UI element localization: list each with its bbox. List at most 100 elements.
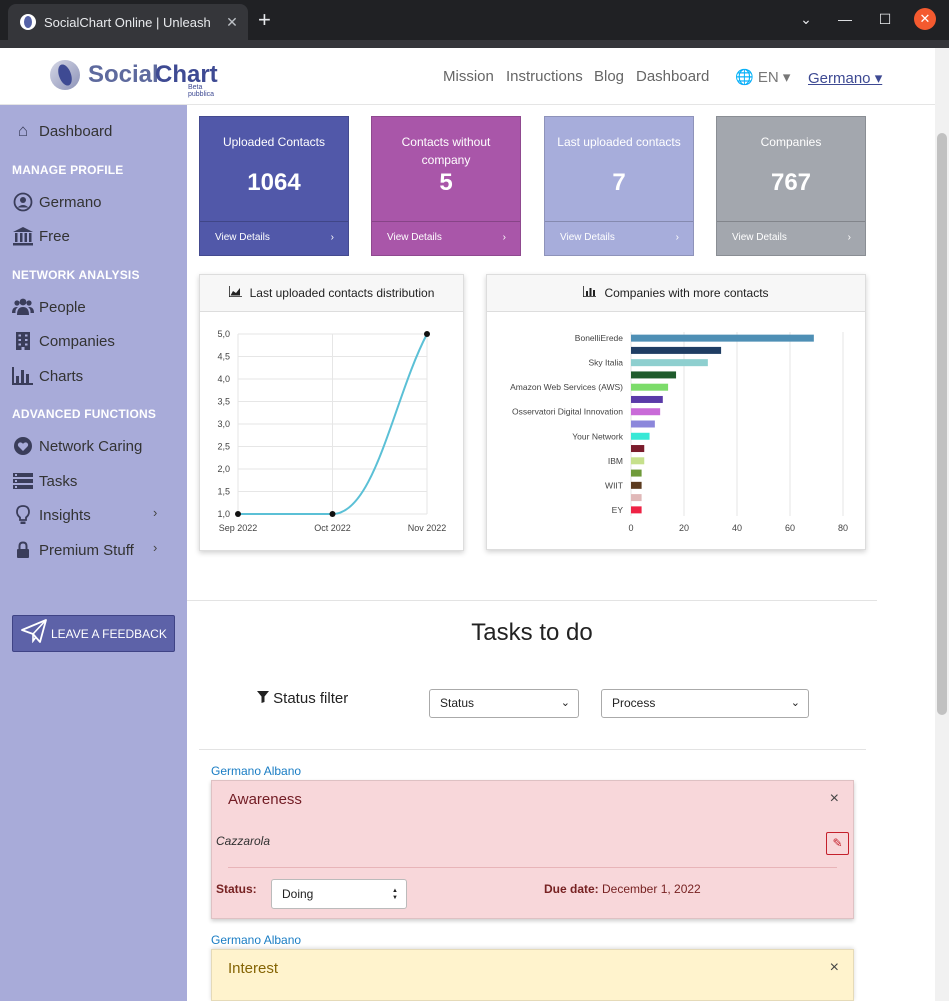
sidebar-item-label: Tasks xyxy=(39,472,78,490)
insights-chevron-icon[interactable]: › xyxy=(153,505,158,520)
card-value: 5 xyxy=(439,169,453,196)
y-tick-label: Your Network xyxy=(572,431,623,441)
sidebar-item-charts[interactable]: Charts xyxy=(12,366,83,386)
sidebar-item-label: Network Caring xyxy=(39,437,143,455)
sidebar-item-label: Premium Stuff xyxy=(39,541,134,559)
users-icon xyxy=(12,297,34,317)
y-tick-label: 5,0 xyxy=(217,329,230,339)
user-menu[interactable]: Germano ▾ xyxy=(808,70,883,87)
sidebar-item-insights[interactable]: Insights xyxy=(12,505,91,525)
line-chart-header: Last uploaded contacts distribution xyxy=(200,275,463,312)
task-card-interest: Interest × xyxy=(211,949,854,1001)
data-point xyxy=(329,511,336,517)
card-contacts-without-company: Contacts without company 5 View Details › xyxy=(371,116,521,256)
bar xyxy=(631,506,642,514)
y-tick-label: 3,0 xyxy=(217,419,230,429)
chevron-down-icon: ⌄ xyxy=(560,697,570,709)
nav-dashboard[interactable]: Dashboard xyxy=(636,68,710,85)
scrollbar-thumb[interactable] xyxy=(937,133,947,715)
card-title: Uploaded Contacts xyxy=(222,135,326,149)
x-tick-label: 20 xyxy=(679,523,689,533)
nav-instructions[interactable]: Instructions xyxy=(506,68,583,85)
minimize-button[interactable]: — xyxy=(838,11,852,27)
x-tick-label: Nov 2022 xyxy=(408,523,447,533)
task-due-label: Due date: xyxy=(544,882,599,896)
sidebar-item-plan[interactable]: Free xyxy=(12,226,70,246)
process-select-value: Process xyxy=(612,696,656,710)
y-tick-label: 1,5 xyxy=(217,487,230,497)
sidebar-section-advanced: ADVANCED FUNCTIONS xyxy=(12,407,157,421)
top-navbar: Social Chart Beta pubblica Mission Instr… xyxy=(0,48,935,105)
nav-mission[interactable]: Mission xyxy=(443,68,494,85)
home-icon: ⌂ xyxy=(17,121,29,140)
close-icon[interactable]: × xyxy=(829,959,839,976)
sidebar-item-people[interactable]: People xyxy=(12,297,86,317)
sidebar-item-dashboard[interactable]: ⌂ Dashboard xyxy=(12,121,113,141)
task-divider xyxy=(228,867,837,868)
tab-close-icon[interactable]: ✕ xyxy=(226,13,238,30)
task-status-select[interactable]: Doing ▲ ▼ xyxy=(271,879,407,909)
page-scrollbar[interactable] xyxy=(935,48,949,1001)
filter-divider xyxy=(199,749,866,750)
task-description: Cazzarola xyxy=(216,834,271,848)
chevron-down-icon: ⌄ xyxy=(790,697,800,709)
nav-blog[interactable]: Blog xyxy=(594,68,625,85)
process-select[interactable]: Process ⌄ xyxy=(601,689,809,718)
bar-chart-icon xyxy=(582,286,597,300)
sidebar-item-label: Dashboard xyxy=(39,122,113,140)
y-tick-label: 2,5 xyxy=(217,442,230,452)
view-details-label: View Details xyxy=(215,232,270,243)
data-point xyxy=(235,511,241,517)
bar-chart: 0 20 40 60 80 BonelliErede Sky Italia Amazon We… xyxy=(510,332,848,533)
card-view-details-link[interactable]: View Details › xyxy=(717,221,865,255)
card-view-details-link[interactable]: View Details › xyxy=(372,221,520,255)
card-view-details-link[interactable]: View Details › xyxy=(545,221,693,255)
browser-tab[interactable]: SocialChart Online | Unleash ✕ xyxy=(8,4,248,40)
leave-feedback-button[interactable]: LEAVE A FEEDBACK xyxy=(12,615,175,652)
main-content: Uploaded Contacts 1064 View Details › Con… xyxy=(187,105,935,1001)
tab-title: SocialChart Online | Unleash xyxy=(44,14,211,30)
bar xyxy=(631,359,708,367)
lock-icon xyxy=(12,540,34,560)
building-icon xyxy=(12,331,34,351)
language-dropdown[interactable]: 🌐 EN ▾ xyxy=(735,69,791,86)
arrow-right-icon: › xyxy=(847,232,851,243)
task-title: Interest xyxy=(228,960,279,977)
sidebar-item-tasks[interactable]: Tasks xyxy=(12,471,77,491)
bar xyxy=(631,334,814,342)
tab-search-icon[interactable]: ⌄ xyxy=(800,11,812,27)
window-close-button[interactable]: ✕ xyxy=(914,8,936,30)
lightbulb-icon xyxy=(12,505,34,525)
line-chart-title: Last uploaded contacts distribution xyxy=(249,286,435,300)
card-view-details-link[interactable]: View Details › xyxy=(200,221,348,255)
status-select[interactable]: Status ⌄ xyxy=(429,689,579,718)
view-details-label: View Details xyxy=(560,232,615,243)
sidebar-item-premium[interactable]: Premium Stuff xyxy=(12,540,134,560)
edit-pencil-button[interactable]: ✎ xyxy=(826,832,849,855)
sidebar-item-companies[interactable]: Companies xyxy=(12,331,115,351)
tasks-title: Tasks to do xyxy=(471,619,593,646)
task-due-date: December 1, 2022 xyxy=(602,882,701,896)
new-tab-button[interactable]: + xyxy=(258,7,271,32)
task-status-value: Doing xyxy=(282,887,314,901)
x-tick-label: 0 xyxy=(628,523,633,533)
premium-chevron-icon[interactable]: › xyxy=(153,540,158,555)
bar xyxy=(631,445,645,453)
x-tick-label: 60 xyxy=(785,523,795,533)
logo-word-chart: Chart xyxy=(155,61,218,88)
card-title: Last uploaded contacts xyxy=(557,135,681,149)
tasks-icon xyxy=(12,471,34,491)
sidebar-item-network-caring[interactable]: Network Caring xyxy=(12,436,142,456)
task-owner-link[interactable]: Germano Albano xyxy=(211,764,302,778)
bar xyxy=(631,457,645,465)
socialchart-logo[interactable]: Social Chart Beta pubblica xyxy=(50,60,230,98)
x-tick-label: Oct 2022 xyxy=(314,523,351,533)
heart-icon xyxy=(12,436,34,456)
sidebar-item-profile[interactable]: Germano xyxy=(12,192,102,212)
arrow-right-icon: › xyxy=(330,232,334,243)
maximize-button[interactable]: ☐ xyxy=(878,11,892,27)
task-owner-link[interactable]: Germano Albano xyxy=(211,933,302,947)
task-status-label: Status: xyxy=(216,882,257,896)
close-icon[interactable]: × xyxy=(829,790,839,807)
arrow-right-icon: › xyxy=(502,232,506,243)
